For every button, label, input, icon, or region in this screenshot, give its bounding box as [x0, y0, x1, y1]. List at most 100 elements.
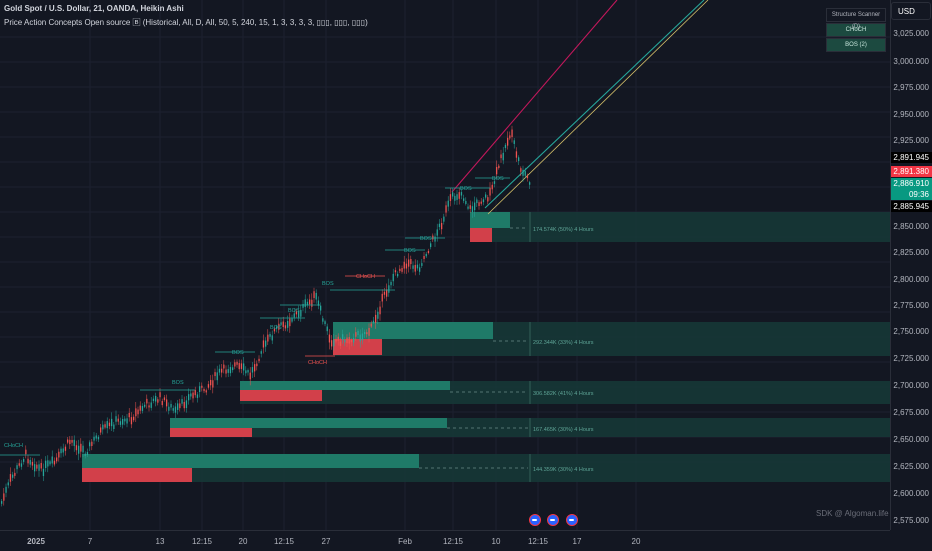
candle-body: [375, 314, 377, 323]
candle-body: [188, 394, 190, 401]
candle-body: [9, 474, 12, 482]
candle-body: [441, 222, 443, 230]
currency-button[interactable]: USD: [891, 2, 931, 20]
candle-body: [465, 200, 467, 204]
watermark: SDK @ Algoman.life: [816, 509, 889, 518]
price-tick-label: 3,000.000: [893, 57, 929, 66]
candle-body: [67, 439, 69, 443]
candle-body: [185, 400, 188, 408]
time-axis[interactable]: 2025 7 13 12:15 20 12:15 27 Feb 12:15 10 12:15 17 20: [0, 530, 890, 551]
candle-body: [381, 293, 383, 302]
candle-body: [64, 446, 67, 451]
price-chart[interactable]: 174.574K (50%) 4 Hours 292.344K (33%) 4 H…: [0, 0, 890, 530]
event-flag-icon[interactable]: [529, 514, 541, 526]
candle-body: [49, 461, 51, 465]
price-tick-label: 2,600.000: [893, 489, 929, 498]
candle-body: [42, 468, 45, 477]
candle-body: [335, 338, 337, 342]
candle-body: [350, 339, 353, 343]
candle-body: [47, 460, 49, 467]
candle-body: [364, 332, 366, 335]
event-flag-icon[interactable]: [566, 514, 578, 526]
candle-body: [144, 404, 146, 407]
candle-body: [337, 336, 339, 341]
candle-body: [86, 452, 89, 455]
candle-body: [212, 380, 214, 388]
candle-body: [518, 157, 520, 162]
candle-body: [133, 416, 135, 421]
candle-body: [361, 333, 364, 341]
candle-body: [174, 406, 177, 413]
time-tick-label: 12:15: [442, 537, 464, 546]
candle-body: [436, 229, 438, 236]
candle-body: [16, 465, 18, 470]
candle-body: [276, 326, 278, 329]
candle-body: [117, 418, 119, 422]
candle-body: [221, 368, 223, 373]
candle-body: [210, 379, 212, 386]
chart-area[interactable]: 174.574K (50%) 4 Hours 292.344K (33%) 4 H…: [0, 0, 890, 530]
candle-body: [487, 197, 489, 202]
candle-body: [399, 268, 401, 272]
price-badge: 2,891.945: [891, 152, 932, 163]
candle-body: [445, 205, 447, 213]
candle-body: [91, 441, 93, 447]
candle-body: [498, 165, 500, 169]
candle-body: [232, 367, 234, 371]
candle-body: [366, 332, 368, 335]
candle-body: [260, 351, 262, 354]
candle-body: [177, 403, 179, 410]
structure-label: CHoCH: [356, 274, 375, 280]
candle-body: [34, 464, 36, 472]
candle-body: [419, 267, 421, 272]
candle-body: [344, 339, 346, 343]
candle-body: [168, 406, 170, 411]
candle-body: [152, 398, 155, 402]
candle-body: [196, 394, 199, 398]
price-tick-label: 2,625.000: [893, 462, 929, 471]
candle-body: [359, 334, 361, 342]
price-axis[interactable]: 3,025.000 3,000.000 2,975.000 2,950.000 2,92…: [890, 0, 932, 530]
candle-body: [106, 421, 108, 429]
candle-body: [526, 175, 529, 179]
candle-body: [507, 137, 509, 146]
candle-body: [394, 270, 397, 273]
candle-body: [408, 259, 410, 267]
candle-body: [199, 386, 201, 393]
candle-body: [56, 457, 58, 462]
candle-body: [491, 184, 493, 190]
candle-body: [249, 372, 251, 380]
time-tick-label: 7: [87, 537, 93, 546]
price-tick-label: 2,950.000: [893, 110, 929, 119]
candle-body: [313, 291, 315, 298]
candle-body: [89, 442, 91, 447]
event-flag-icon[interactable]: [547, 514, 559, 526]
candle-body: [148, 405, 150, 408]
channel-line-lower-gold: [487, 0, 709, 215]
candle-body: [240, 363, 243, 369]
candle-body: [170, 403, 172, 408]
volume-profile-zone: [470, 212, 890, 242]
candle-body: [243, 363, 245, 371]
channel-line-lower-green: [484, 0, 705, 209]
candle-body: [306, 301, 309, 306]
candle-body: [520, 168, 522, 172]
candle-body: [331, 340, 333, 347]
candle-body: [155, 395, 157, 402]
candle-body: [137, 409, 139, 415]
symbol-title[interactable]: Gold Spot / U.S. Dollar, 21, OANDA, Heik…: [4, 4, 184, 13]
candle-body: [388, 285, 390, 293]
candle-body: [311, 299, 313, 307]
scanner-choch: CHoCH: [826, 23, 886, 37]
candlestick-series: [1, 125, 531, 507]
candle-body: [295, 311, 298, 315]
price-tick-label: 2,925.000: [893, 136, 929, 145]
candle-body: [38, 464, 40, 471]
bearish-order-block: [470, 228, 492, 242]
candle-body: [509, 135, 511, 139]
indicator-legend[interactable]: Price Action Concepts Open source 🄱 (His…: [4, 18, 368, 27]
candle-body: [58, 451, 60, 458]
price-tick-label: 2,800.000: [893, 275, 929, 284]
candle-body: [45, 460, 47, 469]
candle-body: [474, 202, 476, 211]
